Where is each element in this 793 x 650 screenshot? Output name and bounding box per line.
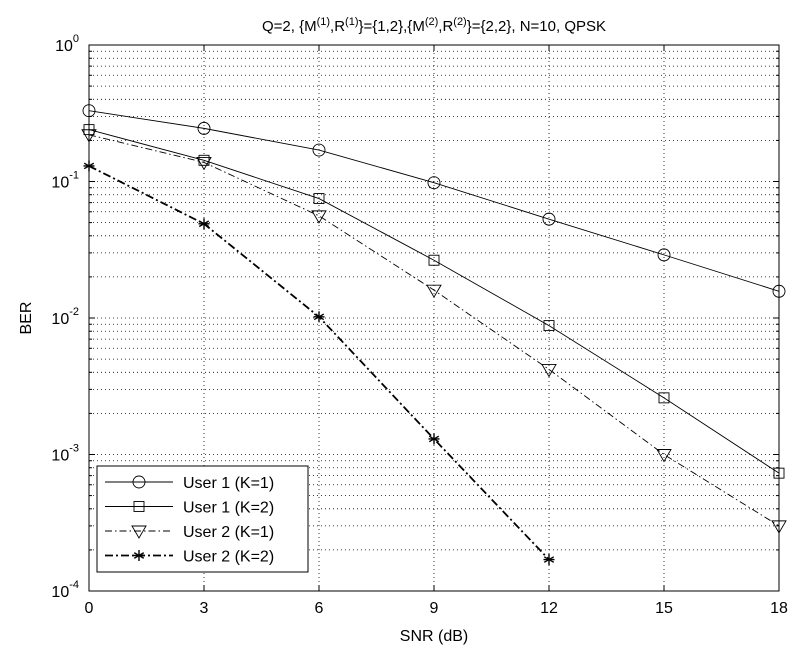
series-3 [81,129,787,534]
series-4 [83,160,555,566]
legend: User 1 (K=1) User 1 (K=2) User 2 (K=1) User… [96,465,309,573]
data-point [82,104,96,118]
data-point [656,449,672,463]
axis-ticks: 0 3 6 9 12 15 18 100 10-1 10-2 10-3 10-4 [51,33,788,617]
y-tick-label: 10-3 [51,443,79,465]
y-tick-label: 10-1 [51,170,79,192]
y-tick-label: 10-4 [51,579,79,601]
data-point [428,254,440,266]
data-point [81,129,97,143]
x-axis-label: SNR (dB) [400,628,468,645]
data-point [313,193,325,205]
legend-label: User 2 (K=2) [183,549,274,566]
square-marker [133,501,145,512]
data-point [542,212,556,226]
x-tick-label: 18 [770,600,788,617]
legend-label: User 2 (K=1) [183,524,274,541]
y-tick-label: 10-2 [51,306,79,328]
x-tick-label: 6 [315,600,324,617]
data-point [83,160,95,172]
data-point [198,218,210,230]
circle-marker [132,475,146,489]
legend-entry: User 1 (K=2) [105,500,274,517]
data-point [313,311,325,323]
legend-entry: User 1 (K=1) [105,475,274,492]
series-line [88,129,780,474]
legend-box [96,465,309,573]
data-point [197,121,211,135]
series-line [88,134,780,527]
x-tick-label: 15 [655,600,673,617]
data-point [657,248,671,262]
data-point [771,520,787,534]
x-tick-label: 3 [200,600,209,617]
data-point [427,176,441,190]
data-point [541,363,557,378]
series-group [81,104,787,566]
legend-label: User 1 (K=1) [183,475,274,492]
data-point [772,284,786,298]
x-tick-label: 12 [540,600,558,617]
y-tick-label: 100 [55,33,79,55]
series-1 [82,104,786,298]
asterisk-marker [133,550,145,561]
y-axis-label: BER [18,302,35,335]
series-line [88,110,780,292]
legend-label: User 1 (K=2) [183,500,274,517]
data-point [196,156,212,171]
data-point [543,320,555,332]
legend-entry: User 2 (K=1) [105,524,274,541]
data-point [658,392,670,404]
x-tick-label: 0 [85,600,94,617]
triangle-marker [131,525,147,539]
data-point [312,143,326,157]
grid [89,45,779,591]
chart-title: Q=2, {M(1),R(1)}={1,2},{M(2),R(2)}={2,2}… [262,16,606,35]
legend-entry: User 2 (K=2) [105,549,274,566]
x-tick-label: 9 [430,600,439,617]
data-point [773,467,785,479]
data-point [543,554,555,566]
data-point [311,210,327,224]
data-point [428,433,440,445]
data-point [426,284,442,299]
